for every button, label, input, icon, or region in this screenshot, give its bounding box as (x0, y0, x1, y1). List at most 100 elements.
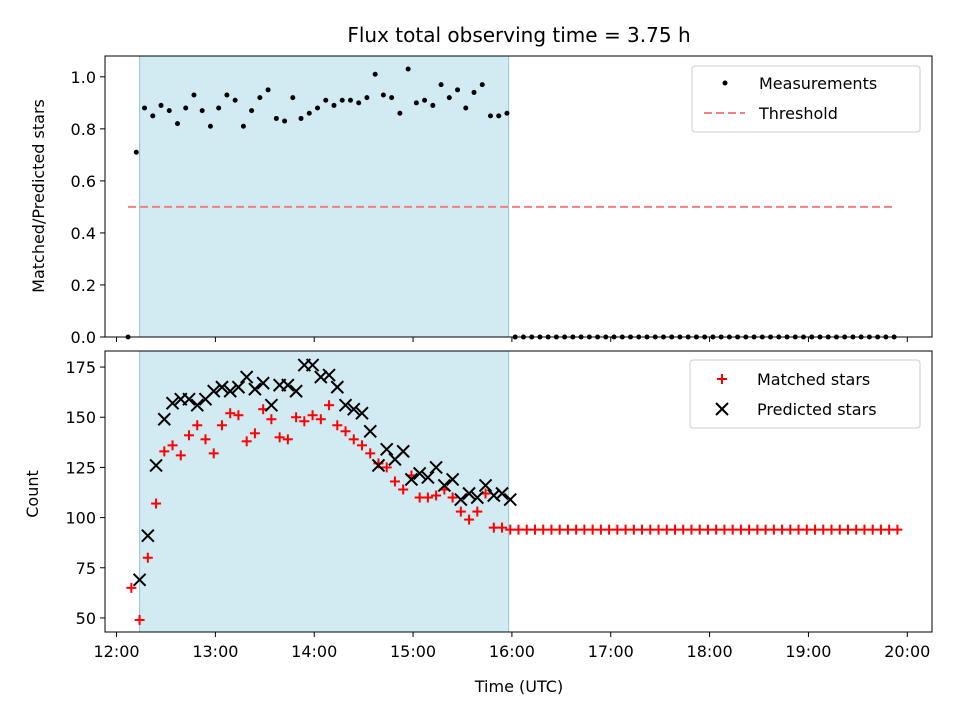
measurement-point (282, 118, 288, 124)
matched-stars-point (159, 446, 170, 457)
predicted-stars-point (454, 492, 468, 507)
x-tick-label: 19:00 (785, 642, 831, 661)
x-axis-label: Time (UTC) (474, 677, 563, 696)
y-tick-label: 75 (76, 559, 96, 578)
matched-stars-point (422, 492, 433, 503)
measurement-point (463, 105, 469, 111)
matched-stars-point (431, 490, 442, 501)
measurement-point (158, 102, 164, 108)
matched-stars-point (233, 410, 244, 421)
matched-stars-point (348, 434, 359, 445)
matched-stars-point (381, 462, 392, 473)
measurement-point (183, 105, 189, 111)
measurement-point (224, 92, 230, 98)
predicted-stars-point (421, 470, 435, 485)
matched-stars-point (315, 414, 326, 425)
y-tick-label: 0.0 (71, 328, 96, 347)
matched-stars-point (332, 420, 343, 431)
measurement-point (240, 123, 246, 129)
predicted-stars-point (149, 458, 163, 473)
matched-stars-point (274, 432, 285, 443)
x-tick-label: 16:00 (489, 642, 535, 661)
matched-stars-point (282, 434, 293, 445)
measurement-point (446, 95, 452, 101)
measurement-point (199, 108, 205, 114)
measurement-point (405, 66, 411, 72)
legend-label-threshold: Threshold (758, 104, 838, 123)
predicted-stars-point (487, 488, 501, 503)
measurement-point (380, 92, 386, 98)
bottom-legend: Matched stars Predicted stars (689, 359, 921, 429)
x-tick-label: 14:00 (291, 642, 337, 661)
predicted-stars-point (355, 406, 369, 420)
y-tick-label: 100 (65, 509, 96, 528)
predicted-stars-point (503, 492, 517, 507)
matched-stars-point (299, 416, 310, 427)
predicted-stars-point (256, 376, 270, 390)
predicted-stars-point (330, 380, 344, 394)
matched-stars-point (447, 492, 458, 503)
measurement-point (315, 105, 321, 111)
matched-stars-point (249, 428, 260, 439)
matched-stars-point (151, 498, 162, 509)
measurement-point (265, 87, 271, 93)
bottom-legend-box (689, 359, 921, 429)
measurement-point (273, 115, 279, 121)
matched-stars-point (365, 448, 376, 459)
legend-label-measurements: Measurements (759, 74, 877, 93)
measurement-point (496, 113, 502, 119)
measurement-point (372, 71, 378, 77)
y-tick-label: 0.4 (71, 224, 96, 243)
y-tick-label: 125 (65, 458, 96, 477)
predicted-stars-point (396, 444, 410, 459)
measurement-point (207, 123, 213, 129)
predicted-stars-point (289, 384, 303, 398)
predicted-stars-point (190, 398, 204, 412)
predicted-stars-point (281, 378, 295, 392)
predicted-stars-point (322, 368, 336, 382)
predicted-stars-point (495, 486, 509, 501)
measurement-point (306, 110, 312, 116)
measurement-point (471, 89, 477, 95)
top-panel: 0.0 0.2 0.4 0.6 0.8 1.0 Matched/Predicted sta… (29, 55, 933, 347)
top-y-ticks: 0.0 0.2 0.4 0.6 0.8 1.0 (71, 68, 105, 347)
measurement-point (331, 102, 337, 108)
predicted-stars-point (215, 380, 229, 394)
x-tick-label: 18:00 (687, 642, 733, 661)
matched-stars-point (142, 552, 153, 563)
top-observing-span (139, 55, 510, 338)
predicted-stars-point (305, 358, 320, 372)
x-tick-label: 15:00 (390, 642, 436, 661)
legend-label-predicted: Predicted stars (757, 400, 877, 419)
x-tick-label: 12:00 (93, 642, 139, 661)
bottom-y-axis-label: Count (23, 470, 42, 518)
predicted-stars-point (412, 466, 427, 481)
matched-stars-point (216, 420, 227, 431)
predicted-stars-point (437, 478, 452, 493)
matched-stars-point (134, 614, 145, 625)
x-tick-label: 17:00 (588, 642, 634, 661)
predicted-stars-point (132, 573, 147, 587)
matched-stars-point (192, 420, 203, 431)
measurement-point (364, 95, 370, 101)
top-y-axis-label: Matched/Predicted stars (29, 99, 48, 293)
measurement-point (438, 82, 444, 88)
y-tick-label: 50 (76, 609, 96, 628)
measurement-point (166, 108, 172, 114)
matched-stars-point (892, 524, 903, 535)
predicted-stars-point (182, 392, 196, 406)
matched-stars-point (241, 436, 252, 447)
x-tick-label: 13:00 (192, 642, 238, 661)
bottom-axes-frame (104, 350, 933, 633)
measurement-point (174, 121, 180, 127)
predicted-stars-point (239, 370, 254, 384)
measurement-point (487, 113, 493, 119)
matched-stars-point (340, 426, 351, 437)
predicted-stars-point (380, 442, 394, 457)
top-x-ticks (116, 337, 908, 342)
measurement-point (430, 102, 436, 108)
legend-marker-measurements (722, 80, 728, 86)
measurement-point (150, 113, 156, 119)
measurement-point (389, 95, 395, 101)
